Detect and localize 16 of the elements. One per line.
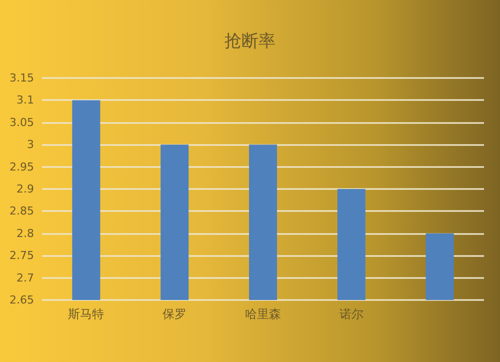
x-tick-label: 斯马特 xyxy=(68,307,104,321)
y-tick-label: 2.65 xyxy=(10,294,34,306)
y-tick-label: 3.15 xyxy=(10,72,34,84)
y-tick-label: 2.8 xyxy=(16,226,34,240)
y-tick-label: 2.75 xyxy=(10,249,34,262)
y-tick-label: 2.9 xyxy=(16,182,34,196)
y-tick-label: 2.95 xyxy=(10,160,34,174)
y-tick-label: 2.7 xyxy=(16,271,34,284)
y-tick-label: 3 xyxy=(27,138,34,152)
x-tick-label: 诺尔 xyxy=(339,307,364,321)
y-tick-label: 3.05 xyxy=(10,116,34,129)
x-tick-label: 保罗 xyxy=(162,307,187,321)
y-tick-label: 3.1 xyxy=(16,94,34,107)
x-tick-label: 哈里森 xyxy=(245,307,281,321)
chart-title: 抢断率 xyxy=(224,32,276,52)
y-tick-label: 2.85 xyxy=(10,204,34,218)
